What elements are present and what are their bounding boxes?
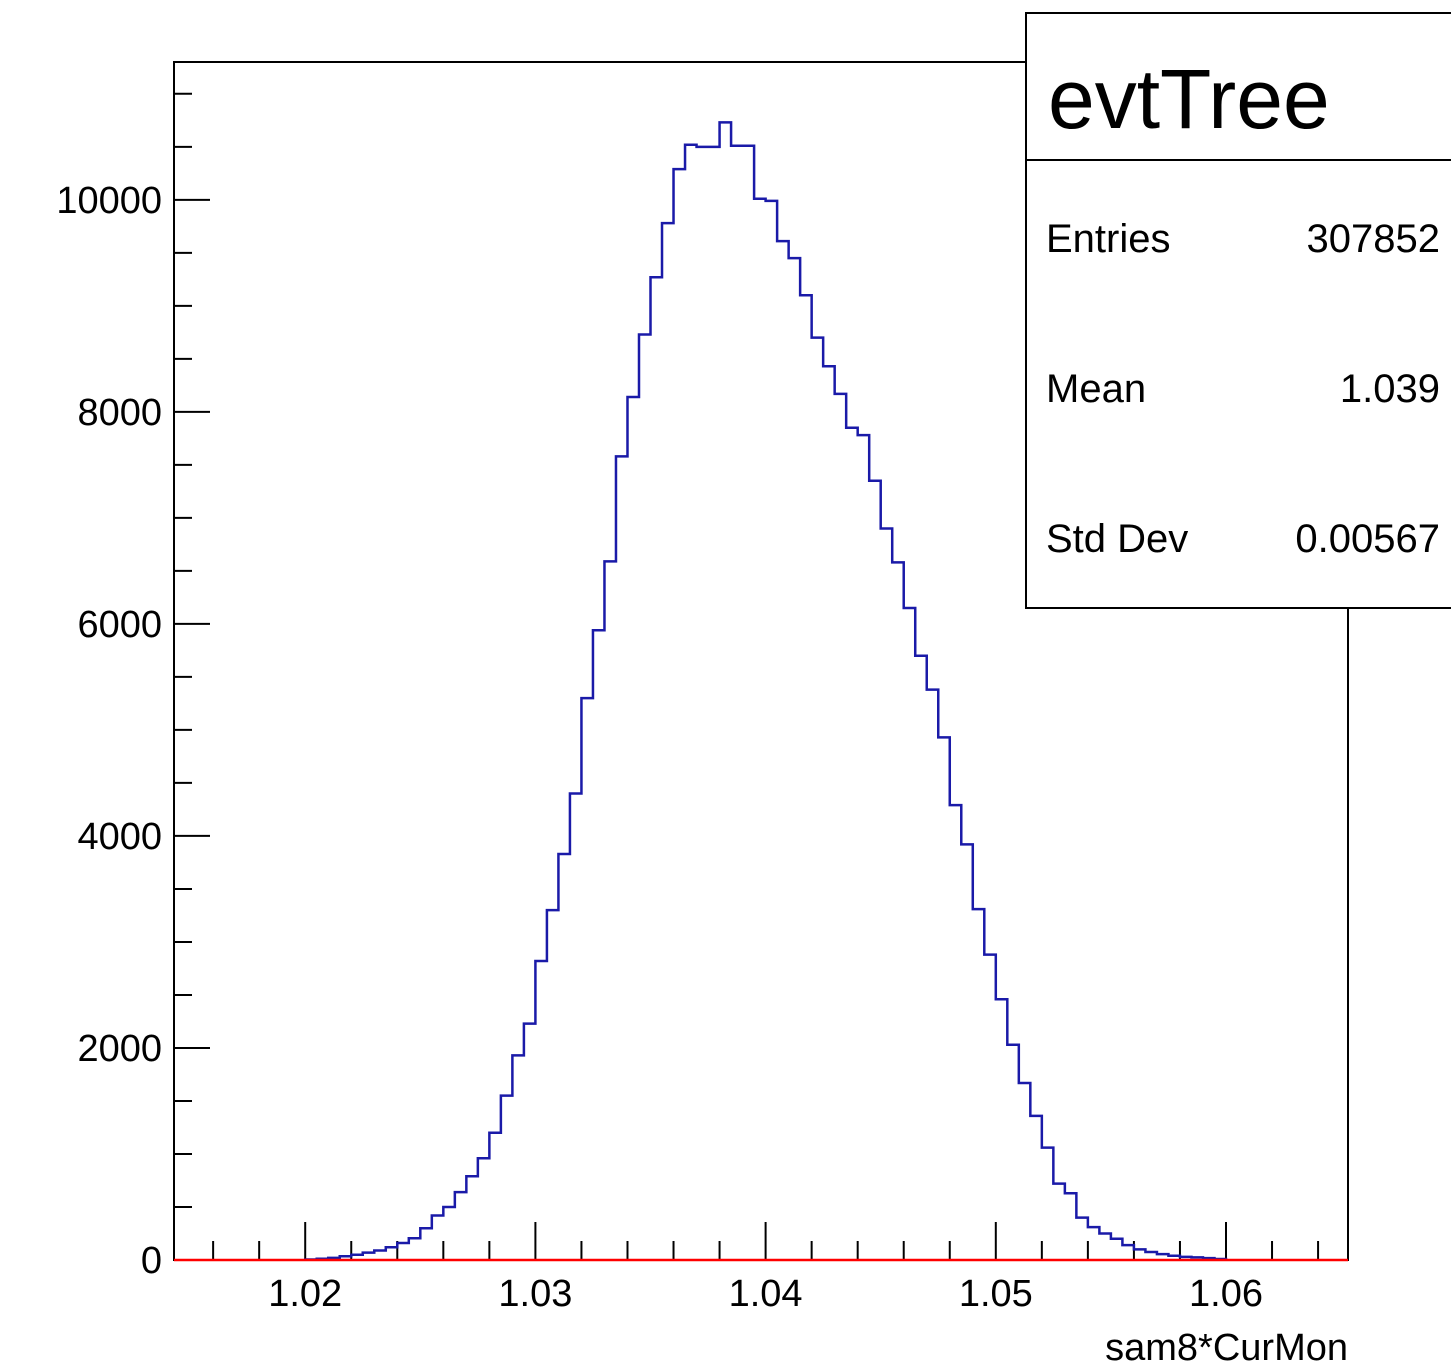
histogram-bin <box>1065 1193 1077 1260</box>
y-tick-label: 2000 <box>77 1028 162 1070</box>
histogram-bin <box>432 1215 444 1260</box>
histogram-bin <box>1099 1233 1111 1260</box>
histogram-bin <box>409 1238 421 1260</box>
y-tick-label: 0 <box>141 1240 162 1282</box>
histogram-bin <box>1088 1227 1100 1260</box>
histogram-bin <box>455 1192 467 1260</box>
histogram-bin <box>581 698 593 1260</box>
stats-entries-value: 307852 <box>1307 217 1440 261</box>
histogram-bin <box>420 1228 432 1260</box>
stats-mean-label: Mean <box>1046 367 1146 411</box>
histogram-bin <box>651 277 663 1260</box>
histogram-bin <box>869 481 881 1260</box>
histogram-bin <box>927 690 939 1260</box>
y-tick-label: 4000 <box>77 816 162 858</box>
histogram-bin <box>973 909 985 1260</box>
histogram-bin <box>593 630 605 1260</box>
y-tick-label: 8000 <box>77 392 162 434</box>
x-tick-label: 1.03 <box>498 1273 572 1315</box>
y-tick-label: 6000 <box>77 604 162 646</box>
histogram-bin <box>743 146 755 1260</box>
histogram-bin <box>604 561 616 1260</box>
histogram-outline <box>303 121 1228 1261</box>
histogram-bin <box>1122 1245 1134 1260</box>
histogram-bin <box>524 1024 536 1260</box>
histogram-bin <box>731 146 743 1260</box>
x-tick-label: 1.05 <box>959 1273 1033 1315</box>
y-tick-label: 10000 <box>56 180 162 222</box>
histogram-bin <box>777 241 789 1260</box>
stats-entries-label: Entries <box>1046 217 1171 261</box>
stats-box-frame <box>1025 12 1451 609</box>
histogram-bin <box>397 1243 409 1260</box>
histogram-bin <box>835 394 847 1260</box>
histogram-bin <box>674 169 686 1260</box>
histogram-bin <box>616 456 628 1260</box>
histogram-bin <box>938 737 950 1260</box>
histogram-bin <box>892 562 904 1260</box>
histogram-bin <box>570 794 582 1260</box>
histogram-bin <box>1019 1083 1031 1260</box>
x-tick-label: 1.06 <box>1189 1273 1263 1315</box>
histogram-bin <box>881 528 893 1260</box>
histogram-bin <box>639 334 651 1260</box>
histogram-bin <box>961 844 973 1260</box>
histogram-bin <box>1134 1249 1146 1260</box>
histogram-bin <box>1042 1148 1054 1260</box>
histogram-bin <box>489 1133 501 1260</box>
stats-box-title: evtTree <box>1048 52 1330 146</box>
histogram-bin <box>374 1250 386 1260</box>
histogram-bin <box>685 145 697 1260</box>
histogram-bin <box>697 147 709 1260</box>
histogram-bin <box>535 961 547 1260</box>
histogram-bin <box>823 366 835 1260</box>
y-axis-ticks: 0 2000 4000 6000 8000 10000 <box>56 92 210 1282</box>
histogram-bin <box>1030 1116 1042 1260</box>
stats-stddev-value: 0.00567 <box>1295 517 1440 561</box>
histogram-bin <box>1076 1218 1088 1260</box>
histogram-bin <box>904 608 916 1260</box>
histogram-bin <box>950 805 962 1260</box>
histogram-bin <box>627 397 639 1260</box>
histogram-bin <box>386 1247 398 1260</box>
histogram-bin <box>443 1207 455 1260</box>
histogram-bin <box>1111 1239 1123 1260</box>
histogram-bin <box>812 338 824 1260</box>
histogram-bin <box>466 1176 478 1260</box>
x-tick-label: 1.04 <box>729 1273 803 1315</box>
histogram-bin <box>662 223 674 1260</box>
histogram-bin <box>1053 1184 1065 1260</box>
histogram-bin <box>915 656 927 1260</box>
histogram-bin <box>984 955 996 1260</box>
stats-box: evtTree Entries 307852 Mean 1.039 Std De… <box>1025 12 1451 609</box>
stats-mean-value: 1.039 <box>1340 367 1440 411</box>
histogram-bin <box>996 999 1008 1260</box>
histogram-bin <box>558 854 570 1260</box>
histogram-bin <box>858 435 870 1260</box>
histogram-bin <box>478 1158 490 1260</box>
histogram-bin <box>800 295 812 1260</box>
histogram-bin <box>754 199 766 1260</box>
histogram-bin <box>766 201 778 1260</box>
histogram-bin <box>1007 1045 1019 1260</box>
histogram-bin <box>789 258 801 1260</box>
histogram-bin <box>846 428 858 1260</box>
histogram-bin <box>501 1096 513 1260</box>
histogram-bin <box>720 122 732 1260</box>
x-axis-title: sam8*CurMon <box>1105 1327 1348 1369</box>
x-tick-label: 1.02 <box>268 1273 342 1315</box>
histogram-bin <box>708 147 720 1260</box>
histogram-bin <box>512 1055 524 1260</box>
stats-stddev-label: Std Dev <box>1046 517 1188 561</box>
x-axis-ticks: 1.02 1.03 1.04 1.05 1.06 <box>212 1222 1320 1315</box>
histogram-bin <box>547 910 559 1260</box>
